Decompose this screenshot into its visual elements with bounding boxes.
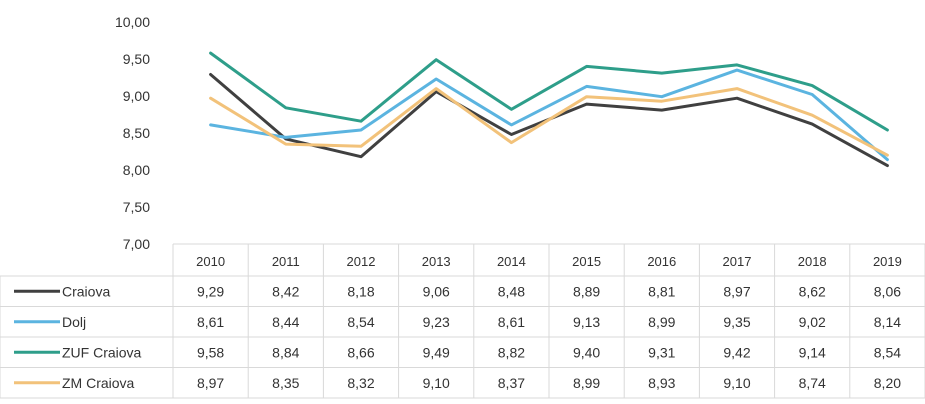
data-label: 8,35 — [272, 375, 299, 391]
data-label: 8,42 — [272, 283, 299, 299]
data-label: 8,81 — [648, 283, 675, 299]
y-tick-label: 7,50 — [123, 199, 150, 215]
data-label: 8,32 — [347, 375, 374, 391]
data-label: 8,97 — [197, 375, 224, 391]
y-tick-label: 9,00 — [123, 88, 150, 104]
data-label: 8,82 — [498, 344, 525, 360]
category-label: 2015 — [572, 254, 601, 269]
data-label: 9,40 — [573, 344, 600, 360]
legend-label: ZUF Craiova — [62, 344, 142, 360]
data-label: 8,66 — [347, 344, 374, 360]
data-label: 8,06 — [874, 283, 901, 299]
data-label: 9,31 — [648, 344, 675, 360]
data-label: 9,02 — [799, 314, 826, 330]
category-label: 2013 — [422, 254, 451, 269]
data-label: 9,10 — [423, 375, 450, 391]
data-label: 8,44 — [272, 314, 299, 330]
data-label: 8,89 — [573, 283, 600, 299]
series-line-dolj — [209, 68, 889, 162]
data-label: 8,54 — [874, 344, 901, 360]
data-label: 8,48 — [498, 283, 525, 299]
category-label: 2010 — [196, 254, 225, 269]
data-label: 9,35 — [723, 314, 750, 330]
category-axis: 2010 2011 2012 2013 2014 2015 2016 2017 2018 2019 — [196, 254, 902, 269]
data-label: 9,58 — [197, 344, 224, 360]
series-line-zuf-craiova — [209, 51, 889, 132]
y-tick-label: 7,00 — [123, 236, 150, 252]
legend-label: ZM Craiova — [62, 375, 135, 391]
data-label: 9,06 — [423, 283, 450, 299]
y-tick-label: 10,00 — [115, 14, 150, 30]
category-label: 2011 — [272, 254, 300, 269]
data-label: 8,14 — [874, 314, 901, 330]
category-label: 2019 — [873, 254, 902, 269]
y-tick-label: 8,00 — [123, 162, 150, 178]
data-label: 8,61 — [197, 314, 224, 330]
legend-label: Craiova — [62, 283, 110, 299]
data-label: 8,97 — [723, 283, 750, 299]
data-label: 8,74 — [799, 375, 826, 391]
data-label: 9,42 — [723, 344, 750, 360]
data-label: 8,37 — [498, 375, 525, 391]
data-label: 9,23 — [423, 314, 450, 330]
series-line-zm-craiova — [209, 87, 889, 157]
data-table: Craiova 9,29 8,42 8,18 9,06 8,48 8,89 8,81 8,97 8… — [14, 283, 901, 391]
data-label: 9,49 — [423, 344, 450, 360]
data-label: 8,99 — [573, 375, 600, 391]
data-label: 8,18 — [347, 283, 374, 299]
category-label: 2012 — [347, 254, 376, 269]
y-axis: 10,00 9,50 9,00 8,50 8,00 7,50 7,00 — [115, 14, 150, 252]
data-label: 8,93 — [648, 375, 675, 391]
category-label: 2014 — [497, 254, 526, 269]
data-label: 9,10 — [723, 375, 750, 391]
category-label: 2016 — [647, 254, 676, 269]
category-label: 2018 — [798, 254, 827, 269]
data-table-grid — [0, 243, 925, 399]
data-label: 8,84 — [272, 344, 299, 360]
data-label: 9,13 — [573, 314, 600, 330]
data-label: 9,14 — [799, 344, 826, 360]
y-tick-label: 8,50 — [123, 125, 150, 141]
data-label: 8,61 — [498, 314, 525, 330]
data-label: 8,62 — [799, 283, 826, 299]
category-label: 2017 — [723, 254, 752, 269]
y-tick-label: 9,50 — [123, 51, 150, 67]
data-label: 8,54 — [347, 314, 374, 330]
legend-label: Dolj — [62, 314, 86, 330]
data-label: 9,29 — [197, 283, 224, 299]
data-label: 8,99 — [648, 314, 675, 330]
series-lines — [209, 51, 889, 168]
data-label: 8,20 — [874, 375, 901, 391]
